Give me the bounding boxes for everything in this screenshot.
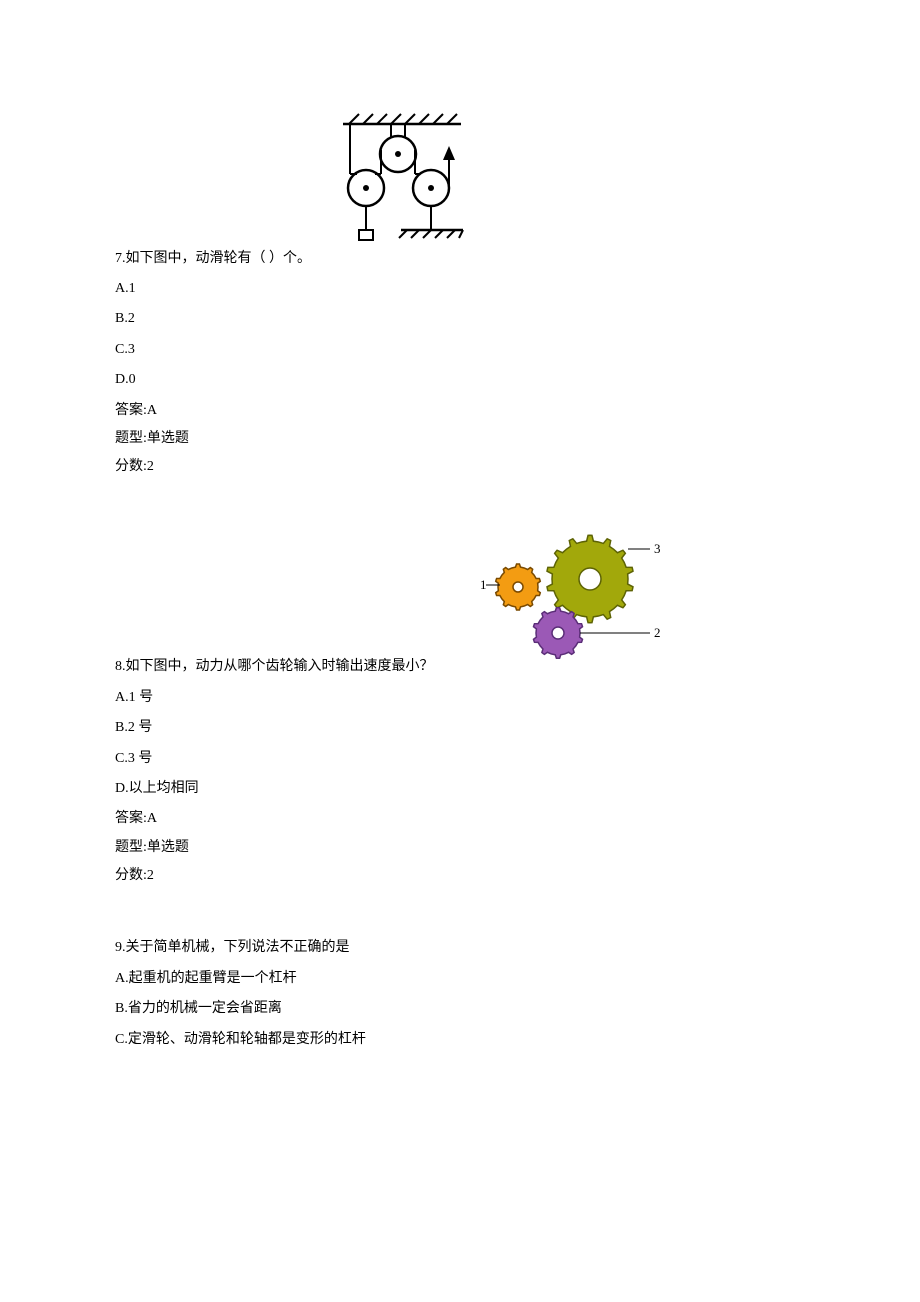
q8-stem: 8.如下图中，动力从哪个齿轮输入时输出速度最小？: [115, 656, 434, 678]
q7-option-b: B.2: [115, 308, 805, 330]
q8-option-d: D.以上均相同: [115, 778, 805, 800]
q9-stem: 9.关于简单机械，下列说法不正确的是: [115, 937, 805, 959]
q7-first-line: 7.如下图中，动滑轮有（ ）个。: [115, 110, 805, 270]
q9-option-b: B.省力的机械一定会省距离: [115, 998, 805, 1020]
q7-type: 题型:单选题: [115, 428, 805, 450]
question-8: 8.如下图中，动力从哪个齿轮输入时输出速度最小？ 1 3 2 A.1 号 B.2 号…: [115, 529, 805, 888]
gear-figure: 1 3 2: [452, 529, 672, 679]
svg-text:3: 3: [654, 541, 661, 556]
q8-option-a: A.1 号: [115, 687, 805, 709]
q7-option-d: D.0: [115, 369, 805, 391]
svg-text:1: 1: [480, 577, 487, 592]
question-7: 7.如下图中，动滑轮有（ ）个。: [115, 110, 805, 479]
q8-option-c: C.3 号: [115, 748, 805, 770]
q8-first-line: 8.如下图中，动力从哪个齿轮输入时输出速度最小？ 1 3 2: [115, 529, 805, 679]
q7-answer: 答案:A: [115, 400, 805, 422]
pulley-figure: [323, 110, 483, 270]
q8-score: 分数:2: [115, 865, 805, 887]
q9-option-a: A.起重机的起重臂是一个杠杆: [115, 968, 805, 990]
q7-option-a: A.1: [115, 278, 805, 300]
q8-type: 题型:单选题: [115, 837, 805, 859]
question-9: 9.关于简单机械，下列说法不正确的是 A.起重机的起重臂是一个杠杆 B.省力的机…: [115, 937, 805, 1051]
q8-answer: 答案:A: [115, 808, 805, 830]
q7-stem: 7.如下图中，动滑轮有（ ）个。: [115, 248, 311, 270]
q8-option-b: B.2 号: [115, 717, 805, 739]
document-page: 7.如下图中，动滑轮有（ ）个。: [0, 0, 920, 1302]
q7-score: 分数:2: [115, 456, 805, 478]
q7-option-c: C.3: [115, 339, 805, 361]
svg-text:2: 2: [654, 625, 661, 640]
q9-option-c: C.定滑轮、动滑轮和轮轴都是变形的杠杆: [115, 1029, 805, 1051]
